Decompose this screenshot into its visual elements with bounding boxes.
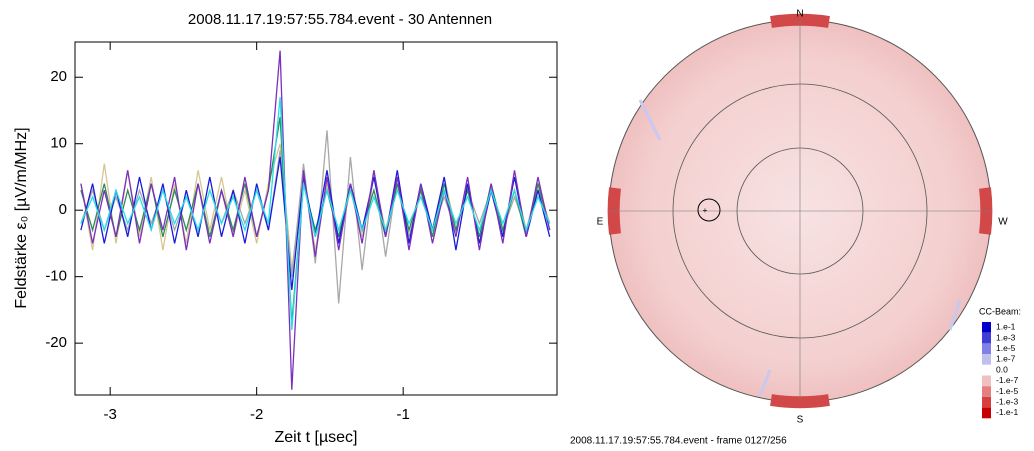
colorbar-swatch [982,343,991,355]
colorbar-label: -1.e-5 [996,386,1018,396]
colorbar-label: 1.e-5 [996,343,1016,353]
compass-label: E [597,217,604,228]
plot-area [80,50,551,390]
edge-band [770,394,830,409]
edge-band [770,13,830,28]
colorbar-swatch [982,407,991,419]
trace [80,50,551,390]
colorbar-label: 0.0 [996,364,1008,374]
x-tick-label: -2 [250,406,263,423]
x-tick-label: -3 [103,406,116,423]
source-marker [697,198,721,222]
colorbar-swatch [982,354,991,365]
x-axis-label: Zeit t [µsec] [274,429,357,446]
compass-label: S [797,415,804,426]
y-tick-label: 0 [59,201,67,218]
sky-map: + [607,13,993,409]
y-tick-label: -10 [45,268,67,285]
colorbar-title: CC-Beam: [979,306,1021,316]
y-tick-label: 10 [50,135,67,152]
trace [80,116,551,324]
source-cross: + [703,206,708,215]
colorbar-label: 1.e-7 [996,354,1016,364]
sky-streak [948,299,962,331]
colorbar-swatch [982,396,991,408]
colorbar-swatch [982,375,991,387]
colorbar-swatch [982,364,991,376]
colorbar-label: 1.e-3 [996,332,1016,342]
colorbar-swatch [982,386,991,397]
trace [80,130,551,304]
compass-label: N [796,9,803,20]
colorbar-label: -1.e-7 [996,375,1018,385]
y-axis-label: Feldstärke ε₀ [µV/m/MHz] [13,127,30,308]
colorbar-swatch [982,332,991,344]
caption: 2008.11.17.19:57:55.784.event - frame 01… [570,436,787,447]
trace [80,97,551,330]
chart-title: 2008.11.17.19:57:55.784.event - 30 Anten… [188,11,492,28]
y-tick-label: 20 [50,68,67,85]
colorbar-label: -1.e-3 [996,397,1018,407]
sky-streak [758,369,772,396]
x-tick-label: -1 [396,406,409,423]
compass-label: W [998,217,1008,228]
plot-frame [74,41,558,396]
trace [80,143,551,271]
colorbar-label: 1.e-1 [996,322,1016,332]
colorbar-swatch [982,322,991,333]
y-tick-label: -20 [45,334,67,351]
sky-streak [638,99,662,141]
colorbar-label: -1.e-1 [996,407,1018,417]
